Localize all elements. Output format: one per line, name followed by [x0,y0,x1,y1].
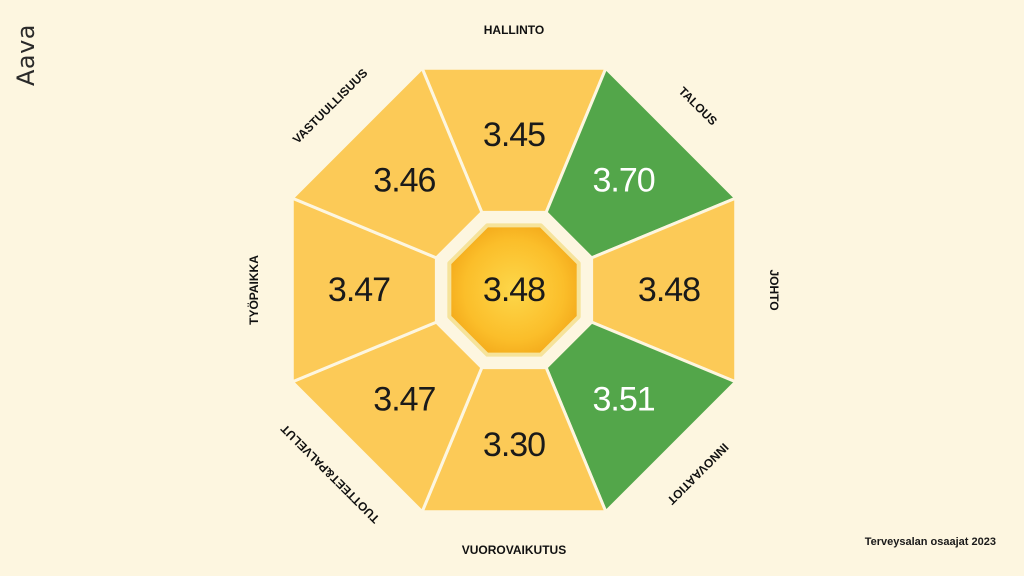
segment-label: TALOUS [676,84,720,128]
segment-value: 3.30 [483,426,545,464]
center-value: 3.48 [483,271,545,309]
segment-value: 3.45 [483,116,545,154]
segment-label: TYÖPAIKKA [246,255,261,325]
segment-value: 3.46 [373,161,435,199]
segment-label: JOHTO [767,269,781,310]
footer-caption: Terveysalan osaajat 2023 [864,536,996,548]
segment-label: INNOVAATIOT [664,440,732,508]
segment-label: VUOROVAIKUTUS [462,543,566,557]
center-octagon [447,223,581,357]
segment-value: 3.48 [638,271,700,309]
segment-value: 3.47 [373,381,435,419]
segment-label: HALLINTO [484,23,544,37]
segment-value: 3.47 [328,271,390,309]
segment-value: 3.51 [593,381,655,419]
segment-8 [290,66,484,260]
segment-value: 3.70 [593,161,655,199]
